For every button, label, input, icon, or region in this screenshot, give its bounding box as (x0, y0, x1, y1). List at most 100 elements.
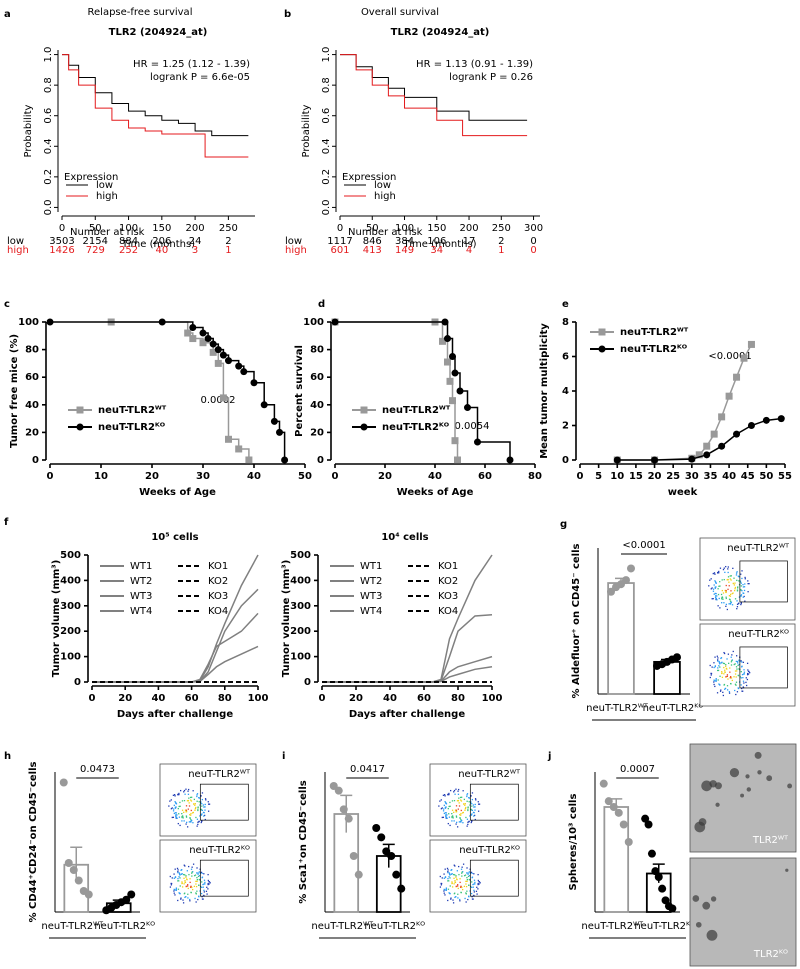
flow-event (177, 888, 180, 890)
flow-event (729, 671, 731, 673)
flow-event (453, 820, 455, 822)
flow-event (461, 875, 463, 877)
flow-event (180, 869, 182, 871)
flow-event (460, 818, 462, 821)
flow-event (175, 814, 177, 816)
flow-gate (469, 859, 519, 897)
flow-event (187, 793, 190, 795)
data-point (599, 779, 608, 788)
data-point (688, 455, 696, 463)
risk-cell: 1 (498, 245, 504, 256)
flow-event (457, 884, 459, 886)
flow-event (193, 885, 196, 888)
legend-label: WT1 (360, 561, 382, 572)
flow-event (713, 572, 716, 574)
flow-event (468, 896, 470, 898)
flow-event (182, 815, 184, 817)
flow-event (735, 574, 738, 576)
flow-event (194, 897, 196, 900)
data-point (245, 456, 253, 464)
flow-event (185, 810, 188, 813)
x-tick-label: 300 (524, 223, 543, 234)
flow-event (724, 571, 726, 574)
legend-label: WT2 (130, 576, 152, 587)
flow-event (450, 873, 453, 875)
y-tick-label: 0.2 (321, 169, 332, 185)
data-point (219, 394, 227, 402)
flow-event (735, 676, 737, 678)
flow-event (716, 655, 718, 657)
flow-event (451, 882, 453, 885)
x-axis-label: Weeks of Age (397, 487, 474, 498)
flow-event (723, 666, 725, 669)
flow-event (736, 579, 738, 582)
data-point (329, 782, 338, 790)
flow-event (714, 665, 716, 668)
y-axis-label: % CD44⁺CD24⁻on CD45⁻cells (28, 761, 39, 922)
flow-event (717, 593, 720, 596)
data-point (74, 876, 83, 885)
flow-event (444, 795, 446, 797)
flow-event (201, 809, 204, 812)
flow-event (174, 806, 177, 808)
flow-event (459, 878, 461, 880)
flow-event (721, 661, 723, 663)
flow-event (724, 589, 726, 592)
flow-event (454, 865, 456, 867)
flow-event (467, 872, 469, 874)
flow-event (467, 821, 469, 823)
flow-event (174, 807, 177, 809)
flow-event (197, 873, 199, 875)
data-point (464, 404, 471, 412)
flow-event (465, 880, 467, 883)
flow-event (175, 801, 177, 804)
flow-event (440, 882, 443, 885)
flow-event (730, 677, 733, 679)
flow-event (471, 809, 474, 812)
legend-label: low (374, 180, 391, 191)
flow-event (720, 593, 723, 596)
flow-event (736, 600, 738, 602)
flow-event (471, 820, 473, 822)
flow-event (466, 890, 468, 892)
data-point (456, 387, 464, 395)
flow-event (184, 865, 186, 867)
y-tick-label: 40 (310, 400, 324, 411)
flow-event (198, 796, 200, 799)
flow-event (714, 586, 716, 588)
image-blob (757, 770, 762, 775)
flow-event (454, 809, 457, 811)
risk-cell: 413 (363, 245, 382, 256)
flow-event (715, 598, 717, 600)
flow-event (184, 881, 187, 884)
flow-event (451, 809, 454, 811)
flow-event (445, 816, 448, 819)
flow-event (719, 662, 721, 664)
flow-event (198, 878, 200, 881)
flow-event (457, 808, 459, 810)
flow-event (195, 806, 197, 809)
risk-cell: 3503 (49, 236, 74, 247)
x-tick-label: 30 (196, 471, 210, 482)
data-point (718, 442, 726, 450)
flow-event (720, 657, 723, 659)
flow-event (441, 877, 443, 879)
flow-event (747, 580, 749, 582)
flow-event (184, 896, 186, 899)
x-axis-label: Time (months) (121, 239, 195, 250)
data-point (387, 852, 396, 860)
risk-cell: 206 (152, 236, 171, 247)
flow-event (179, 874, 181, 876)
flow-event (729, 578, 731, 580)
flow-event (465, 806, 467, 809)
flow-event (204, 803, 206, 806)
flow-event (469, 815, 471, 817)
data-point (189, 335, 197, 343)
flow-event (725, 675, 727, 678)
flow-event (472, 804, 475, 806)
flow-event (448, 813, 450, 815)
flow-event (725, 605, 727, 607)
data-point (334, 786, 343, 795)
flow-event (727, 578, 729, 581)
flow-event (192, 790, 194, 792)
